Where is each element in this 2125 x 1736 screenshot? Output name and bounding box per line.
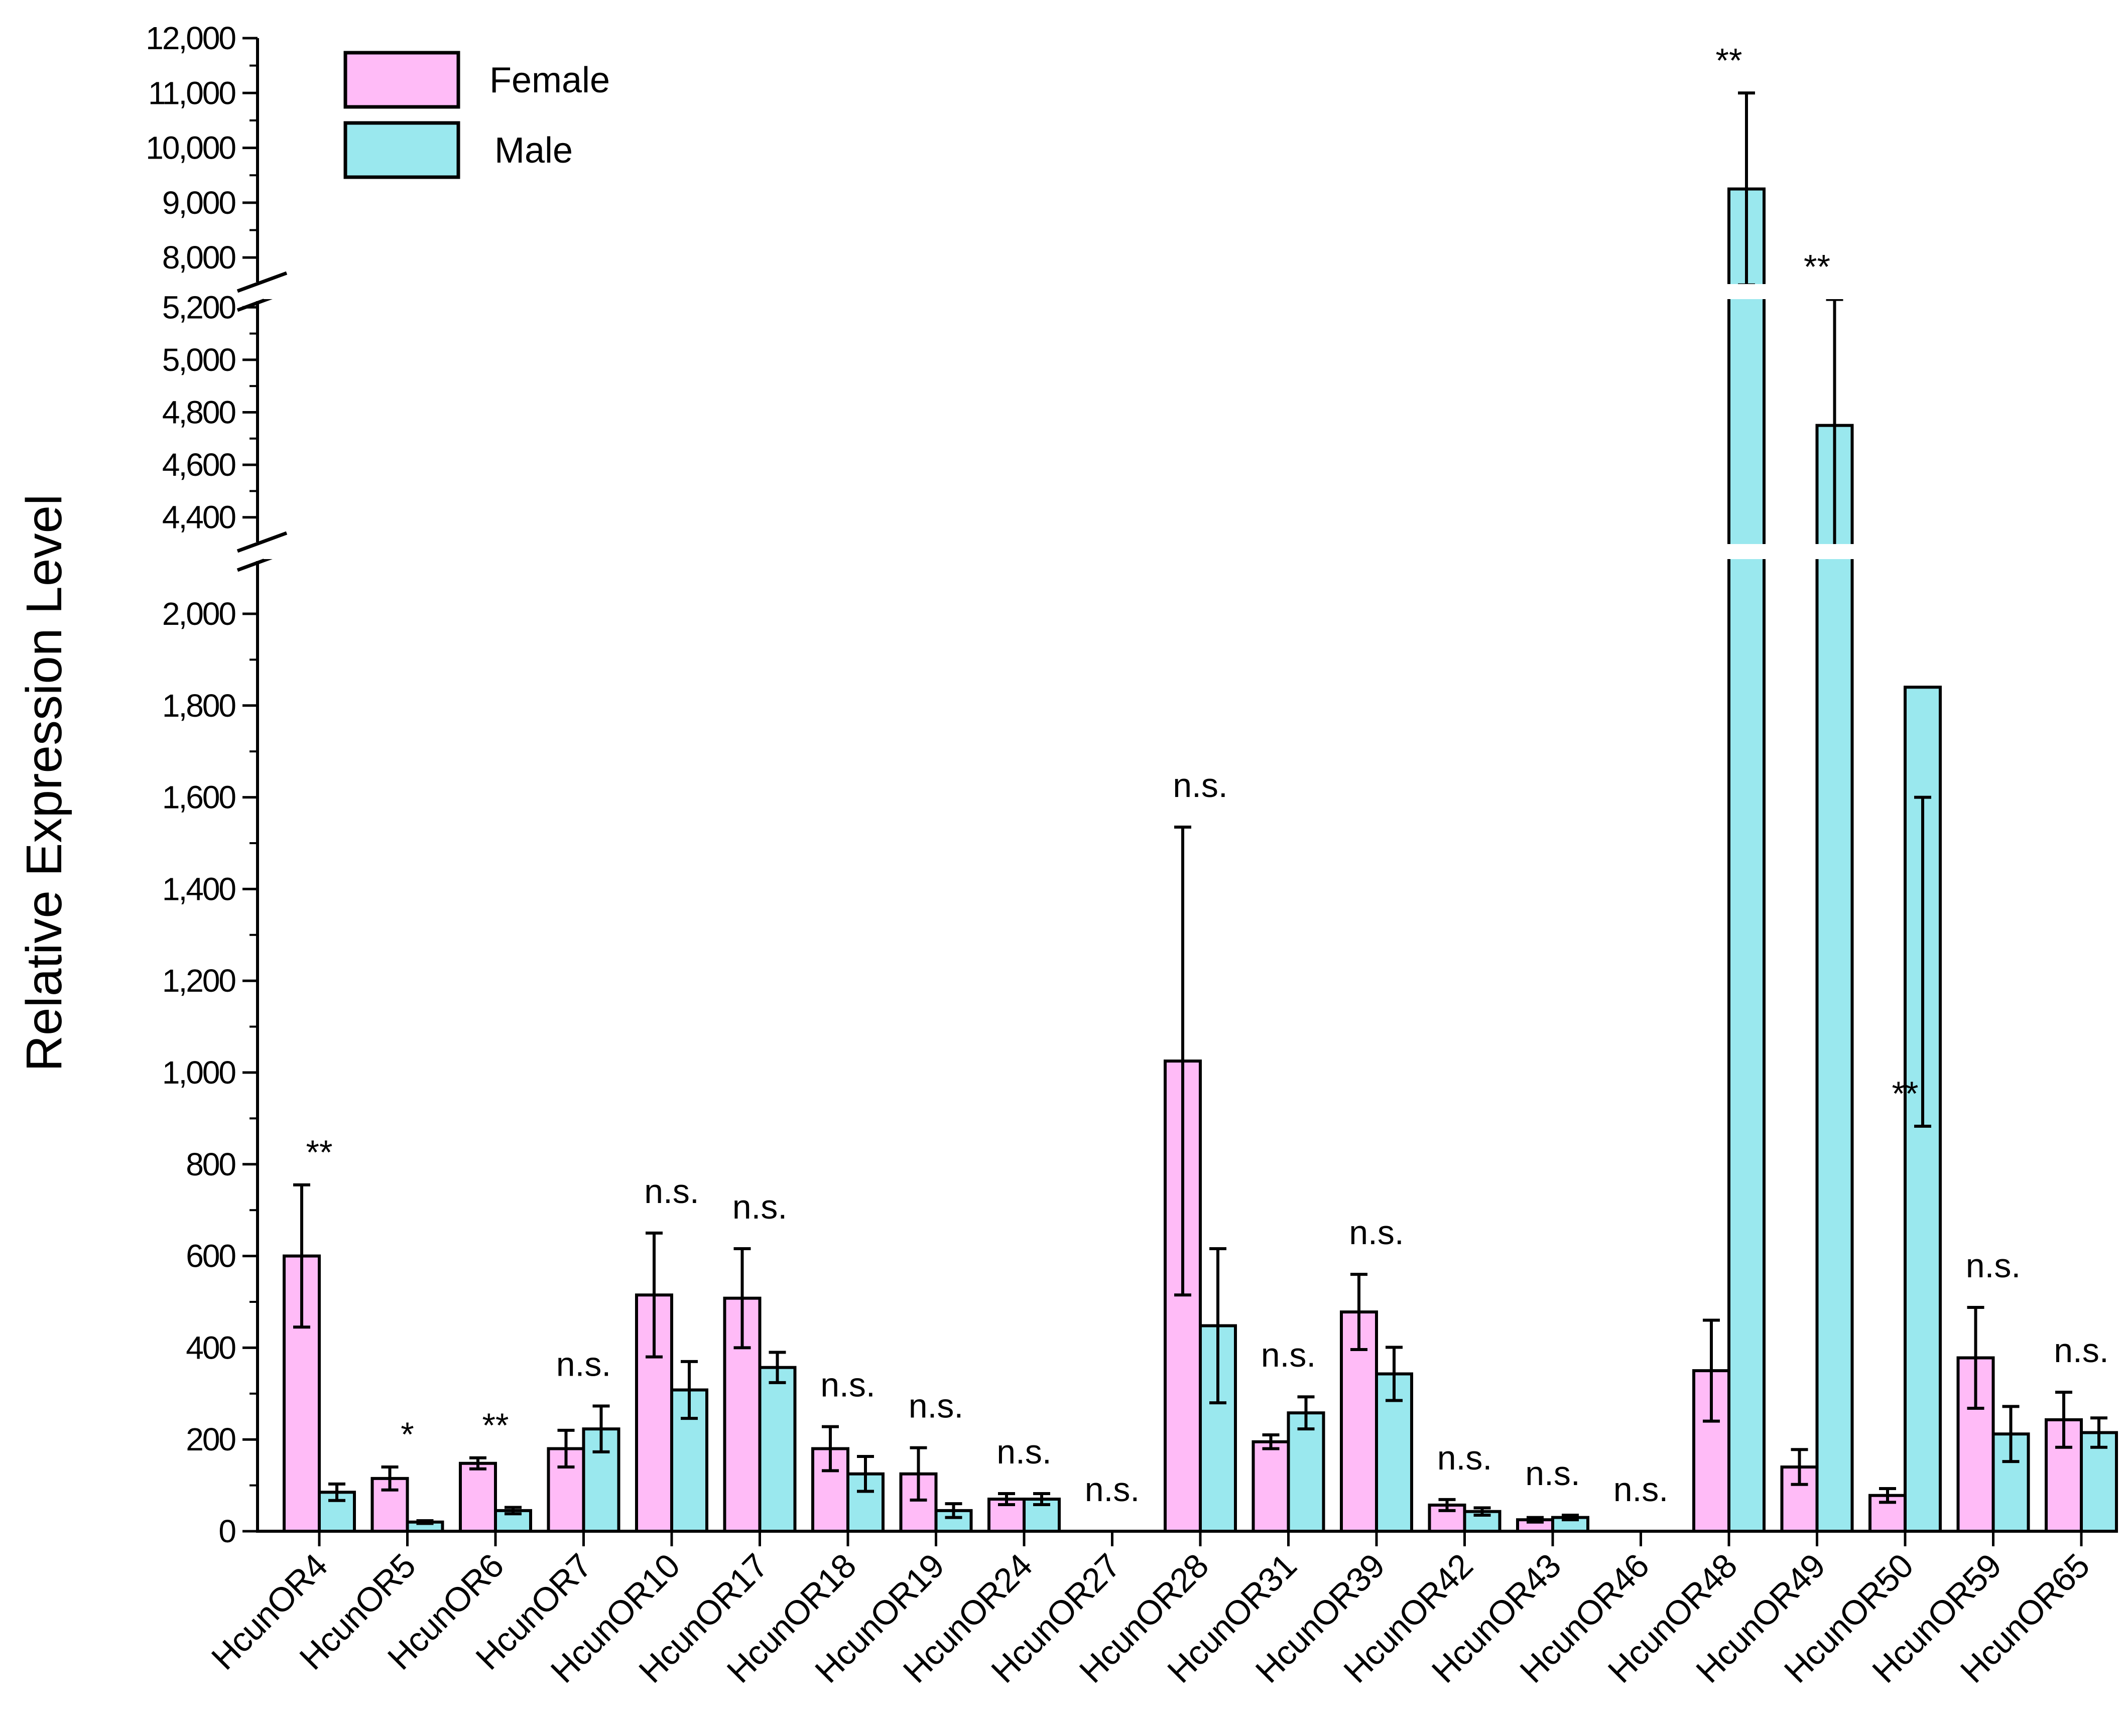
- significance-label: n.s.: [1349, 1214, 1404, 1252]
- significance-label: *: [401, 1415, 414, 1453]
- female-bar: [459, 1461, 497, 1533]
- significance-label: n.s.: [556, 1345, 611, 1383]
- significance-label: n.s.: [2054, 1331, 2109, 1370]
- male-bar: [1991, 1432, 2030, 1533]
- male-bar: [1815, 424, 1854, 1533]
- axis-break-gap: [264, 284, 2108, 299]
- significance-label: n.s.: [644, 1172, 699, 1211]
- male-bar: [1287, 1411, 1325, 1533]
- axis-break-mark: [236, 271, 288, 293]
- significance-label: **: [482, 1406, 509, 1444]
- axis-break-gap: [264, 544, 2108, 559]
- y-axis-title: Relative Expression Level: [16, 494, 72, 1072]
- y-tick-label: 200: [186, 1421, 235, 1457]
- significance-label: **: [1892, 1075, 1919, 1113]
- significance-label: n.s.: [1966, 1247, 2021, 1285]
- y-tick-label: 400: [186, 1329, 235, 1366]
- y-tick-label: 1,600: [162, 779, 236, 816]
- y-tick-label: 1,200: [162, 963, 236, 999]
- significance-label: **: [1716, 41, 1742, 79]
- significance-label: **: [1804, 248, 1830, 286]
- significance-label: n.s.: [1085, 1471, 1140, 1509]
- male-bar: [846, 1472, 885, 1533]
- y-tick-label: 1,800: [162, 688, 236, 724]
- female-legend-swatch: [343, 51, 460, 109]
- female-bar: [1252, 1440, 1290, 1533]
- y-tick-label: 10,000: [146, 130, 235, 166]
- significance-label: n.s.: [1525, 1454, 1580, 1493]
- y-tick-label: 9,000: [162, 185, 236, 221]
- y-tick-label: 0: [218, 1513, 235, 1549]
- y-tick-label: 5,000: [162, 342, 236, 378]
- male-legend-swatch: [343, 121, 460, 179]
- bars: [264, 91, 2118, 1533]
- male-bar: [934, 1509, 973, 1533]
- significance-label: **: [306, 1133, 333, 1171]
- significance-label: n.s.: [820, 1366, 876, 1404]
- y-tick-label: 11,000: [148, 75, 235, 111]
- y-tick-label: 4,800: [162, 394, 236, 431]
- y-tick-label: 12,000: [146, 20, 235, 56]
- significance-label: n.s.: [996, 1433, 1052, 1471]
- y-tick-label: 800: [186, 1146, 235, 1182]
- significance-label: n.s.: [732, 1188, 788, 1226]
- y-tick-label: 600: [186, 1238, 235, 1274]
- axes: 0 200 400 600 800 1,000 1,200 1,400 1,600 1,800 2,…: [146, 20, 2108, 1549]
- y-tick-label: 5,200: [162, 289, 236, 325]
- male-bar: [1727, 187, 1766, 1533]
- significance-label: n.s.: [1613, 1471, 1669, 1509]
- y-tick-label: 8,000: [162, 239, 236, 276]
- y-tick-label: 4,400: [162, 499, 236, 536]
- axis-break-mark: [236, 531, 288, 553]
- y-tick-label: 2,000: [162, 596, 236, 632]
- significance-label: n.s.: [909, 1387, 964, 1425]
- y-tick-label: 1,000: [162, 1054, 236, 1091]
- y-tick-label: 4,600: [162, 447, 236, 483]
- significance-label: n.s.: [1261, 1336, 1316, 1374]
- legend: Female Male: [343, 51, 610, 179]
- female-legend-label: Female: [489, 60, 610, 100]
- y-tick-label: 1,400: [162, 871, 236, 907]
- significance-label: n.s.: [1437, 1439, 1492, 1477]
- male-bar: [758, 1366, 797, 1533]
- significance-label: n.s.: [1173, 766, 1228, 805]
- male-bar: [2080, 1431, 2118, 1533]
- male-legend-label: Male: [494, 130, 573, 171]
